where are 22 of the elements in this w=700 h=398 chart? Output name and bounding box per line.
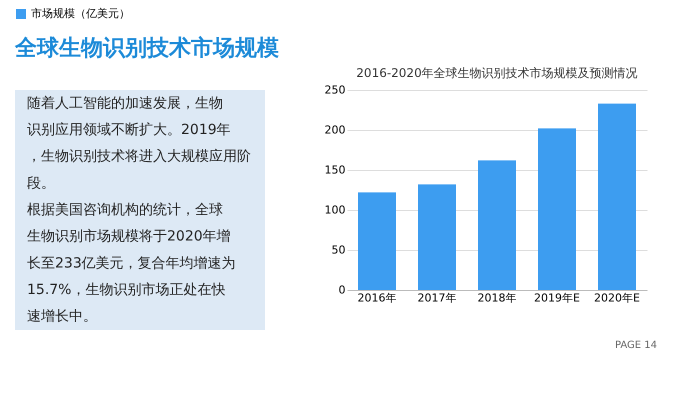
chart-title: 2016-2020年全球生物识别技术市场规模及预测情况 — [356, 66, 638, 80]
y-tick-label: 200 — [324, 124, 346, 136]
text: 随着人工智能的加速发展，生物识别应用领域不断扩大。2019年，生物识别技术将进入大规模应用阶段。 — [27, 95, 251, 192]
y-tick-label: 150 — [324, 164, 346, 176]
x-tick-label: 2019年E — [534, 292, 580, 304]
text: 全球生物识别技术市场规模 — [14, 35, 279, 61]
bar — [598, 104, 636, 290]
bar — [538, 128, 576, 290]
text: 根据美国咨询机构的统计，全球生物识别市场规模将于2020年增长至233亿美元，复合年均增速为15.7%，生物识别市场正处在快速增长中。 — [27, 202, 236, 325]
bar — [358, 192, 396, 290]
y-tick-label: 250 — [324, 84, 346, 96]
x-tick-label: 2016年 — [358, 292, 396, 304]
text: PAGE 14 — [614, 340, 657, 351]
x-tick-label: 2017年 — [418, 292, 456, 304]
y-tick-label: 0 — [338, 284, 346, 296]
bar — [418, 184, 456, 290]
bar — [478, 160, 516, 290]
x-tick-label: 2018年 — [478, 292, 516, 304]
x-tick-label: 2020年E — [594, 292, 640, 304]
y-tick-label: 50 — [332, 244, 346, 256]
y-tick-label: 100 — [324, 204, 346, 216]
legend-label: 市场规模（亿美元） — [31, 7, 130, 20]
